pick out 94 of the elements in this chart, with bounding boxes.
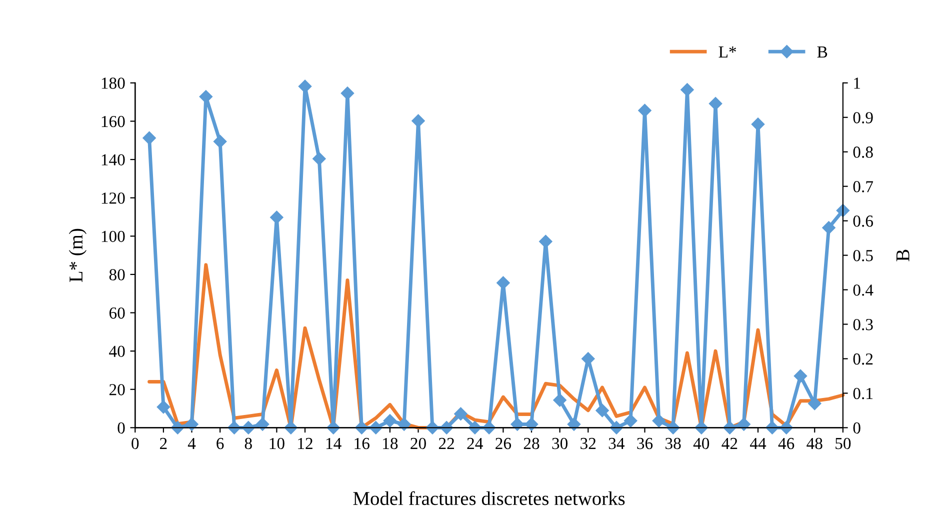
point [638,104,652,118]
x-tick-label: 46 [778,438,794,450]
y-tick-label: 100 [102,230,125,242]
x-tick-label: 42 [722,438,738,449]
point [156,400,170,414]
x-axis-title: Model fractures discretes networks [353,491,625,506]
y-tick-label: 80 [109,269,125,280]
y2-tick-label: 0.5 [853,250,873,262]
y-tick-label: 60 [109,307,125,319]
point [383,414,397,428]
point [242,421,255,434]
y-tick-label: 20 [109,384,125,396]
point [398,418,411,431]
legend-label: B [817,46,828,58]
point [723,421,736,434]
point [298,80,312,93]
y2-tick-label: 0.1 [853,388,872,400]
x-tick-label: 6 [216,438,224,450]
y2-tick-label: 0 [853,422,860,434]
point [694,421,708,434]
y-axis-title: L* (m) [68,228,87,282]
x-tick-label: 22 [438,438,454,449]
point [510,418,524,431]
x-tick-label: 38 [666,438,681,450]
y2-tick-label: 0.8 [853,146,873,158]
point [524,418,538,431]
point [624,414,638,428]
y-tick-label: 160 [102,116,125,128]
point [326,421,340,434]
y-tick-label: 120 [102,192,125,204]
y2-tick-label: 0.9 [853,112,873,124]
point [199,90,213,104]
x-tick-label: 28 [524,438,540,450]
point [468,421,482,434]
x-tick-label: 36 [637,438,653,450]
point [412,114,425,128]
point [482,421,496,434]
x-tick-label: 34 [608,438,625,450]
y2-tick-label: 0.7 [853,181,874,192]
x-tick-label: 0 [132,438,139,450]
x-tick-label: 10 [270,438,284,450]
y2-tick-label: 0.4 [853,284,874,296]
point [440,421,454,434]
point [213,134,227,148]
x-tick-label: 12 [298,438,312,449]
x-tick-label: 32 [580,438,596,450]
point [496,276,510,290]
x-tick-label: 30 [552,438,568,450]
x-tick-label: 44 [750,438,766,449]
y2-tick-label: 0.6 [853,216,873,227]
point [780,421,793,434]
y-tick-label: 0 [118,422,125,434]
y-tick-label: 140 [102,154,125,166]
point [355,421,368,434]
point [312,152,326,166]
point [567,418,581,431]
point [539,234,552,248]
x-tick-label: 2 [160,438,167,449]
point [680,83,694,96]
point [737,418,750,431]
point [256,418,270,431]
x-tick-label: 26 [496,438,512,450]
legend-label: L* [718,46,736,58]
x-tick-label: 50 [836,438,851,450]
y-tick-label: 180 [102,78,125,89]
x-tick-label: 18 [383,438,398,450]
point [596,404,609,418]
x-tick-label: 20 [410,438,426,450]
point [454,407,468,420]
x-tick-label: 48 [806,438,822,450]
point [185,418,198,431]
point [652,414,666,428]
x-tick-label: 16 [354,438,370,450]
point [751,118,765,131]
x-tick-label: 40 [693,438,710,450]
point [553,394,566,407]
x-tick-label: 8 [244,438,252,450]
point [340,86,354,100]
point [666,421,680,434]
point [270,210,284,224]
point [708,96,722,110]
point [808,396,822,410]
y2-tick-label: 1 [854,78,860,89]
x-tick-label: 4 [188,438,196,449]
x-tick-label: 24 [467,438,483,449]
point [142,131,156,145]
point [794,369,808,383]
point [822,221,836,234]
point [610,421,624,434]
y2-tick-label: 0.2 [853,353,873,365]
y2-tick-label: 0.3 [853,318,873,330]
x-tick-label: 14 [326,438,342,449]
y2-axis-title: B [896,250,910,262]
y-tick-label: 40 [109,346,125,358]
